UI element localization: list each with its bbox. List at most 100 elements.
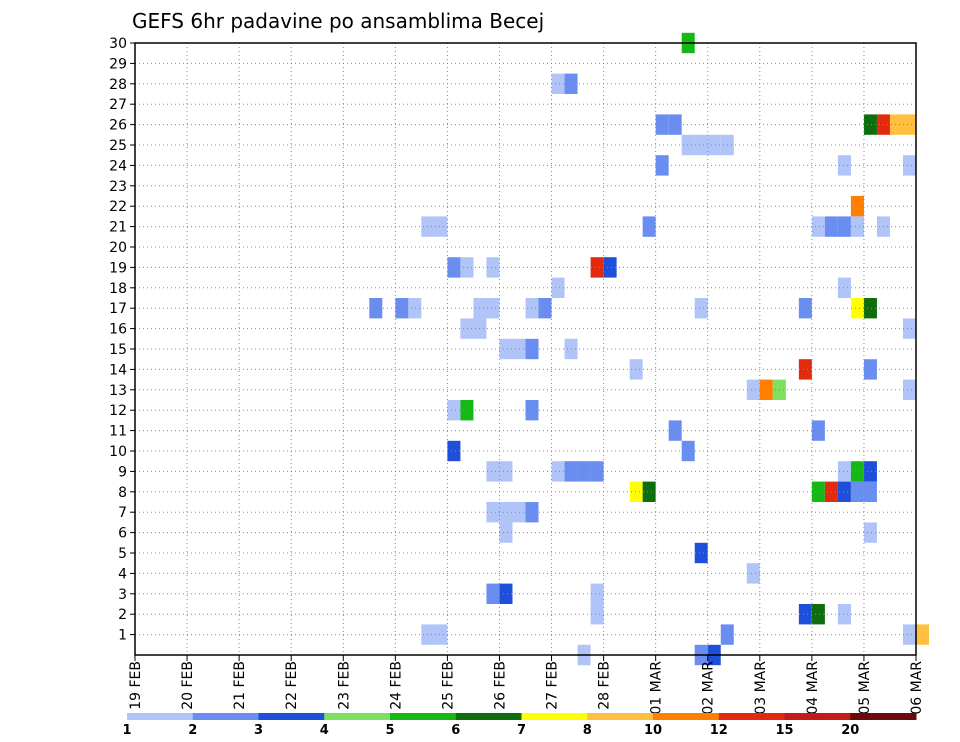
heatmap-cell (863, 114, 877, 135)
heatmap-cell (642, 216, 656, 237)
legend-swatch (324, 713, 391, 720)
legend-swatch (192, 713, 259, 720)
heatmap-cell (499, 502, 513, 523)
heatmap-cell (811, 420, 825, 441)
y-tick-label: 6 (118, 526, 127, 542)
heatmap-cell (408, 298, 422, 319)
heatmap-cell (551, 277, 565, 298)
heatmap-cell (837, 481, 851, 502)
x-tick-label: 01 MAR (649, 661, 665, 715)
y-tick-label: 10 (109, 444, 127, 460)
y-tick-label: 30 (109, 36, 127, 52)
legend-label: 6 (451, 723, 460, 738)
heatmap-cell (642, 481, 656, 502)
x-tick-label: 22 FEB (284, 661, 300, 710)
heatmap-cell (863, 298, 877, 319)
y-tick-label: 3 (118, 587, 127, 603)
y-tick-label: 8 (118, 485, 127, 501)
legend-swatch (127, 713, 194, 720)
heatmap-cell (486, 502, 500, 523)
heatmap-cell (863, 359, 877, 380)
y-tick-label: 28 (109, 77, 127, 93)
legend-label: 5 (385, 723, 394, 738)
heatmap-cell (447, 440, 461, 462)
heatmap-cell (525, 298, 539, 319)
legend-label: 12 (710, 723, 728, 738)
legend-swatch (653, 713, 720, 720)
y-tick-label: 21 (109, 220, 127, 236)
y-tick-label: 20 (109, 240, 127, 256)
y-tick-label: 27 (109, 97, 127, 113)
heatmap-cell (447, 400, 461, 421)
x-tick-label: 27 FEB (545, 661, 561, 710)
x-tick-label: 03 MAR (753, 661, 769, 715)
heatmap-cell (525, 502, 539, 523)
x-tick-label: 20 FEB (180, 661, 196, 710)
heatmap-cell (460, 318, 474, 339)
heatmap-cell (486, 257, 500, 278)
y-tick-label: 13 (109, 383, 127, 399)
heatmap-cell (499, 583, 513, 604)
y-tick-label: 1 (118, 628, 127, 644)
heatmap-cell (850, 461, 864, 482)
heatmap-cell (863, 522, 877, 543)
x-tick-label: 25 FEB (440, 661, 456, 710)
heatmap-cell (694, 134, 708, 156)
y-axis: 1234567891011121314151617181920212223242… (109, 36, 135, 644)
legend-label: 10 (644, 723, 662, 738)
legend-swatch (390, 713, 457, 720)
y-tick-label: 16 (109, 322, 127, 338)
heatmap-cell (837, 461, 851, 482)
y-tick-label: 12 (109, 403, 127, 419)
legend-swatch (455, 713, 522, 720)
heatmap-cell (447, 257, 461, 278)
heatmap-cell (863, 461, 877, 482)
legend-label: 7 (517, 723, 526, 738)
y-tick-label: 18 (109, 281, 127, 297)
heatmap-cell (837, 604, 851, 625)
heatmap-cell (746, 563, 760, 584)
heatmap-cell (499, 522, 513, 543)
legend-swatch (718, 713, 785, 720)
x-tick-label: 23 FEB (336, 661, 352, 710)
y-tick-label: 2 (118, 607, 127, 623)
heatmap-cell (811, 604, 825, 625)
heatmap-cell (798, 604, 812, 625)
heatmap-cell (902, 155, 916, 176)
x-axis: 19 FEB 20 FEB 21 FEB 22 FEB 23 FEB 24 FEB 25 F… (128, 655, 925, 715)
legend-swatch (587, 713, 654, 720)
x-tick-label: 19 FEB (128, 661, 144, 710)
heatmap-cell (902, 318, 916, 339)
legend-label: 2 (188, 723, 197, 738)
heatmap-cell (811, 216, 825, 237)
heatmap-cell (590, 461, 604, 482)
heatmap-cell (577, 461, 591, 482)
heatmap-cell (798, 359, 812, 380)
heatmap-cell (538, 298, 552, 319)
y-tick-label: 9 (118, 464, 127, 480)
y-tick-label: 14 (109, 362, 127, 378)
y-tick-label: 4 (118, 566, 127, 582)
heatmap-cell (694, 542, 708, 564)
y-tick-label: 7 (118, 505, 127, 521)
heatmap-cell (655, 114, 669, 135)
heatmap-cell (629, 359, 643, 380)
heatmap-cell (629, 481, 643, 502)
heatmap-cell (850, 216, 864, 237)
y-tick-label: 17 (109, 301, 127, 317)
x-tick-label: 02 MAR (701, 661, 717, 715)
y-tick-label: 25 (109, 138, 127, 154)
legend-label: 15 (775, 723, 793, 738)
legend-label: 20 (841, 723, 859, 738)
color-legend: 1 2 3 4 5 6 7 8 10 12 15 20 (122, 713, 917, 738)
y-tick-label: 19 (109, 260, 127, 276)
heatmap-cell (889, 114, 903, 135)
heatmap-cell (811, 481, 825, 502)
heatmap-cell (902, 624, 916, 645)
heatmap-cell (850, 196, 864, 217)
y-tick-label: 22 (109, 199, 127, 215)
x-tick-label: 06 MAR (909, 661, 925, 715)
heatmap-cell (759, 379, 773, 400)
x-tick-label: 05 MAR (857, 661, 873, 715)
y-tick-label: 15 (109, 342, 127, 358)
